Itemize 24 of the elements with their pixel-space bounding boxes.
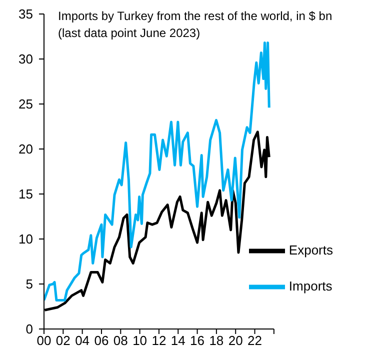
x-tick-label: 04 xyxy=(75,333,90,348)
y-tick-label: 25 xyxy=(18,96,33,112)
y-tick-label: 30 xyxy=(18,52,33,67)
y-tick-label: 20 xyxy=(18,142,33,157)
y-tick-label: 5 xyxy=(26,276,33,292)
x-tick-label: 16 xyxy=(190,333,205,348)
x-tick-label: 00 xyxy=(36,333,52,348)
x-tick-label: 12 xyxy=(152,333,166,348)
y-tick-label: 10 xyxy=(18,232,33,247)
x-tick-label: 14 xyxy=(170,333,186,348)
legend-label: Exports xyxy=(288,242,333,258)
x-tick-label: 08 xyxy=(113,333,128,348)
x-tick-label: 22 xyxy=(248,333,262,348)
y-tick-label: 0 xyxy=(26,322,33,337)
line-series xyxy=(44,42,270,302)
y-tick-label: 15 xyxy=(18,186,33,202)
legend-label: Imports xyxy=(288,278,332,294)
y-tick-label: 35 xyxy=(18,6,33,22)
x-tick-label: 10 xyxy=(132,333,148,348)
chart-title: Imports by Turkey from the rest of the world, in $ bn (last data point June 2023) xyxy=(58,8,334,42)
x-tick-label: 06 xyxy=(94,333,109,348)
x-tick-label: 20 xyxy=(228,333,243,348)
x-tick-label: 02 xyxy=(56,333,70,348)
x-tick-label: 18 xyxy=(209,333,224,348)
